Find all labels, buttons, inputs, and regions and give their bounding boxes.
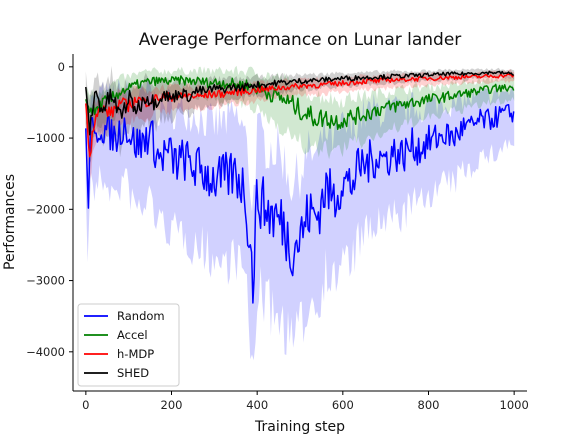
- y-tick-label: 0: [58, 60, 65, 74]
- line-shed: [85, 70, 515, 136]
- line-accel: [85, 75, 515, 131]
- legend-label-accel: Accel: [117, 328, 148, 342]
- axes: 0 200 400 600 800 1000 0 −1000 −2000 −3000 −4000: [26, 54, 529, 412]
- line-h-mdp: [85, 73, 515, 158]
- x-tick-label: 0: [82, 398, 89, 412]
- y-axis-label: Performances: [2, 174, 18, 270]
- y-tick-label: −3000: [26, 274, 65, 288]
- band-accel: [85, 65, 515, 160]
- line-random: [85, 103, 515, 304]
- x-tick-label: 200: [161, 398, 183, 412]
- legend-label-shed: SHED: [117, 366, 149, 380]
- band-shed: [85, 65, 515, 165]
- legend-label-h-mdp: h-MDP: [117, 347, 154, 361]
- series-lines: [85, 70, 515, 304]
- x-tick-label: 800: [418, 398, 440, 412]
- x-tick-label: 1000: [500, 398, 529, 412]
- legend-box: [77, 303, 180, 387]
- x-axis-label: Training step: [254, 419, 345, 435]
- y-tick-label: −1000: [26, 131, 65, 145]
- legend: Random Accel h-MDP SHED: [77, 303, 180, 387]
- chart-title: Average Performance on Lunar lander: [139, 30, 462, 50]
- x-tick-label: 600: [332, 398, 354, 412]
- band-random: [85, 76, 515, 361]
- x-tick-label: 400: [246, 398, 268, 412]
- y-tick-label: −4000: [26, 345, 65, 359]
- legend-label-random: Random: [117, 309, 165, 323]
- y-tick-label: −2000: [26, 202, 65, 216]
